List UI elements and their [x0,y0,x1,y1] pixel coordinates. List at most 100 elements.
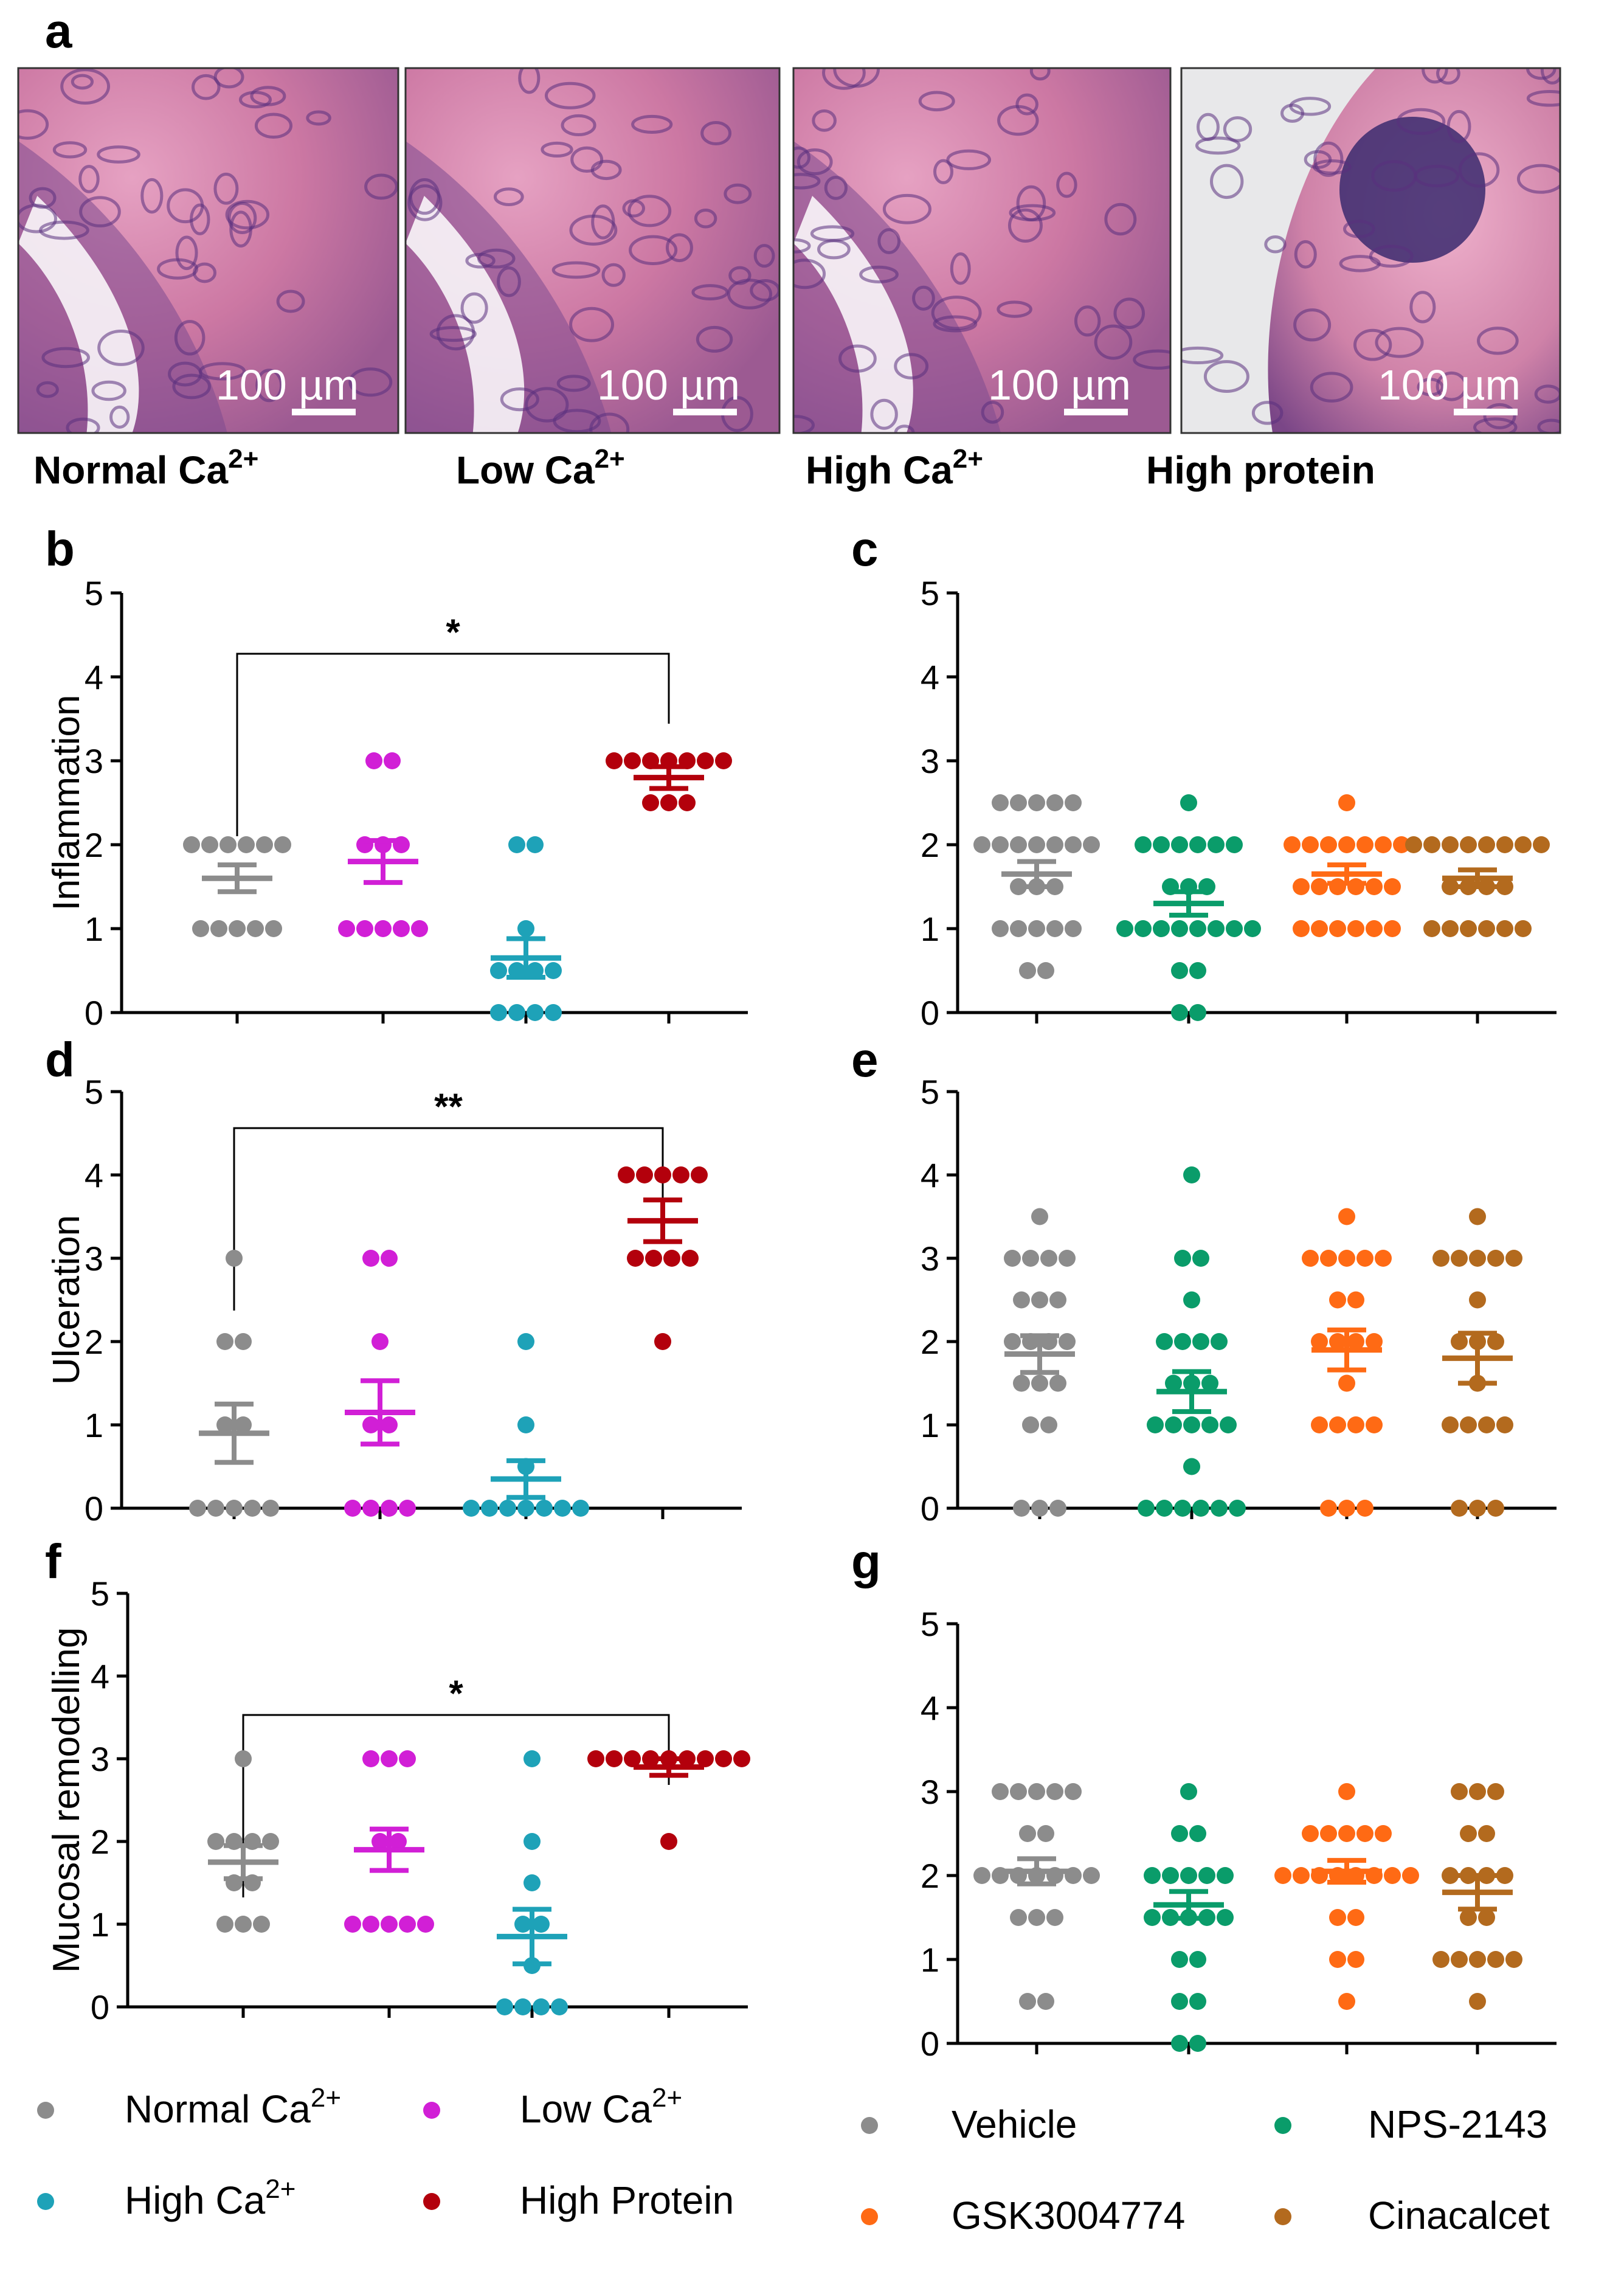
data-point [1505,1951,1522,1968]
data-point [1338,1374,1355,1392]
data-point [1496,1867,1513,1884]
data-point [235,1416,252,1433]
data-point [1065,920,1082,937]
data-point [1311,1333,1328,1350]
data-point [463,1500,480,1517]
y-tick-label: 4 [85,658,103,696]
data-point [1311,1416,1328,1433]
data-point [973,836,990,853]
data-point [1010,1909,1027,1926]
data-point [606,1750,623,1767]
data-point [1375,1825,1392,1842]
data-point [1469,1993,1486,2010]
series-nps [1144,1783,1234,2052]
data-point [1460,836,1477,853]
data-point [682,1250,699,1267]
data-point [1469,1500,1486,1517]
data-point [1329,920,1346,937]
data-point [1028,794,1045,811]
scale-bar-label: 100 µm [988,361,1131,409]
data-point [490,1004,507,1021]
legend-marker-vehicle [861,2117,878,2134]
data-point [992,794,1009,811]
data-point [1487,1500,1504,1517]
data-point [1171,836,1188,853]
y-tick-label: 4 [921,1689,939,1727]
panel-letter-e: e [851,1033,879,1087]
data-point [973,1867,990,1884]
data-point [1046,836,1063,853]
data-point [1311,878,1328,895]
data-point [1460,1416,1477,1433]
data-point [1156,1333,1173,1350]
y-tick-label: 5 [921,574,939,612]
data-point [253,1916,270,1933]
y-tick-label: 4 [921,658,939,696]
data-point [1031,1291,1048,1309]
data-point [1135,920,1152,937]
legend-marker-protein [423,2193,440,2210]
data-point [1487,1250,1504,1267]
data-point [514,1916,531,1933]
y-tick-label: 5 [921,1073,939,1111]
y-tick-label: 0 [85,994,103,1032]
data-point [210,920,227,937]
data-point [654,1333,671,1350]
data-point [1083,836,1100,853]
data-point [523,1874,541,1891]
data-point [1013,1374,1030,1392]
data-point [587,1750,604,1767]
data-point [992,836,1009,853]
y-tick-label: 4 [921,1156,939,1194]
legend-label-low: Low Ca2+ [520,2083,682,2131]
data-point [1211,1333,1228,1350]
data-point [618,1166,635,1183]
data-point [554,1500,571,1517]
data-point [1402,1867,1419,1884]
legend-label-protein: High Protein [520,2178,734,2222]
chart-e: e 0 1 2 3 4 5 [851,1033,1557,1528]
data-point [1028,836,1045,853]
series-nps [1138,1166,1246,1517]
data-point [1469,1250,1486,1267]
data-point [1451,1951,1468,1968]
data-point [1496,878,1513,895]
data-point [1329,1951,1346,1968]
data-point [1384,920,1401,937]
data-point [1174,1500,1191,1517]
data-point [262,1500,279,1517]
y-tick-label: 1 [91,1905,109,1944]
y-tick-label: 2 [85,826,103,864]
data-point [1217,1867,1234,1884]
data-point [1010,794,1027,811]
data-point [1320,836,1337,853]
y-tick-label: 0 [91,1988,109,2026]
data-point [1201,1374,1218,1392]
data-point [1338,1783,1355,1800]
scale-bar-label: 100 µm [597,361,740,409]
condition-label-1: Normal Ca2+ [33,444,258,492]
data-point [1329,1291,1346,1309]
data-point [1302,1250,1319,1267]
data-point [1366,920,1383,937]
y-axis-label: Inflammation [46,695,88,911]
data-point [1338,794,1355,811]
condition-label-4: High protein [1146,448,1375,492]
data-point [1180,1867,1197,1884]
data-point [1049,1500,1066,1517]
data-point [1189,2035,1206,2052]
data-point [1028,1909,1045,1926]
data-point [527,836,544,853]
data-point [1505,1250,1522,1267]
data-point [393,920,410,937]
y-tick-label: 0 [921,1489,939,1528]
data-point [1083,1867,1100,1884]
data-point [1469,1208,1486,1225]
data-point [624,1750,641,1767]
y-tick-label: 2 [921,1323,939,1361]
panel-letter-a: a [45,4,72,58]
data-point [1135,836,1152,853]
data-point [362,1416,379,1433]
data-point [1189,836,1206,853]
data-point [1320,1250,1337,1267]
